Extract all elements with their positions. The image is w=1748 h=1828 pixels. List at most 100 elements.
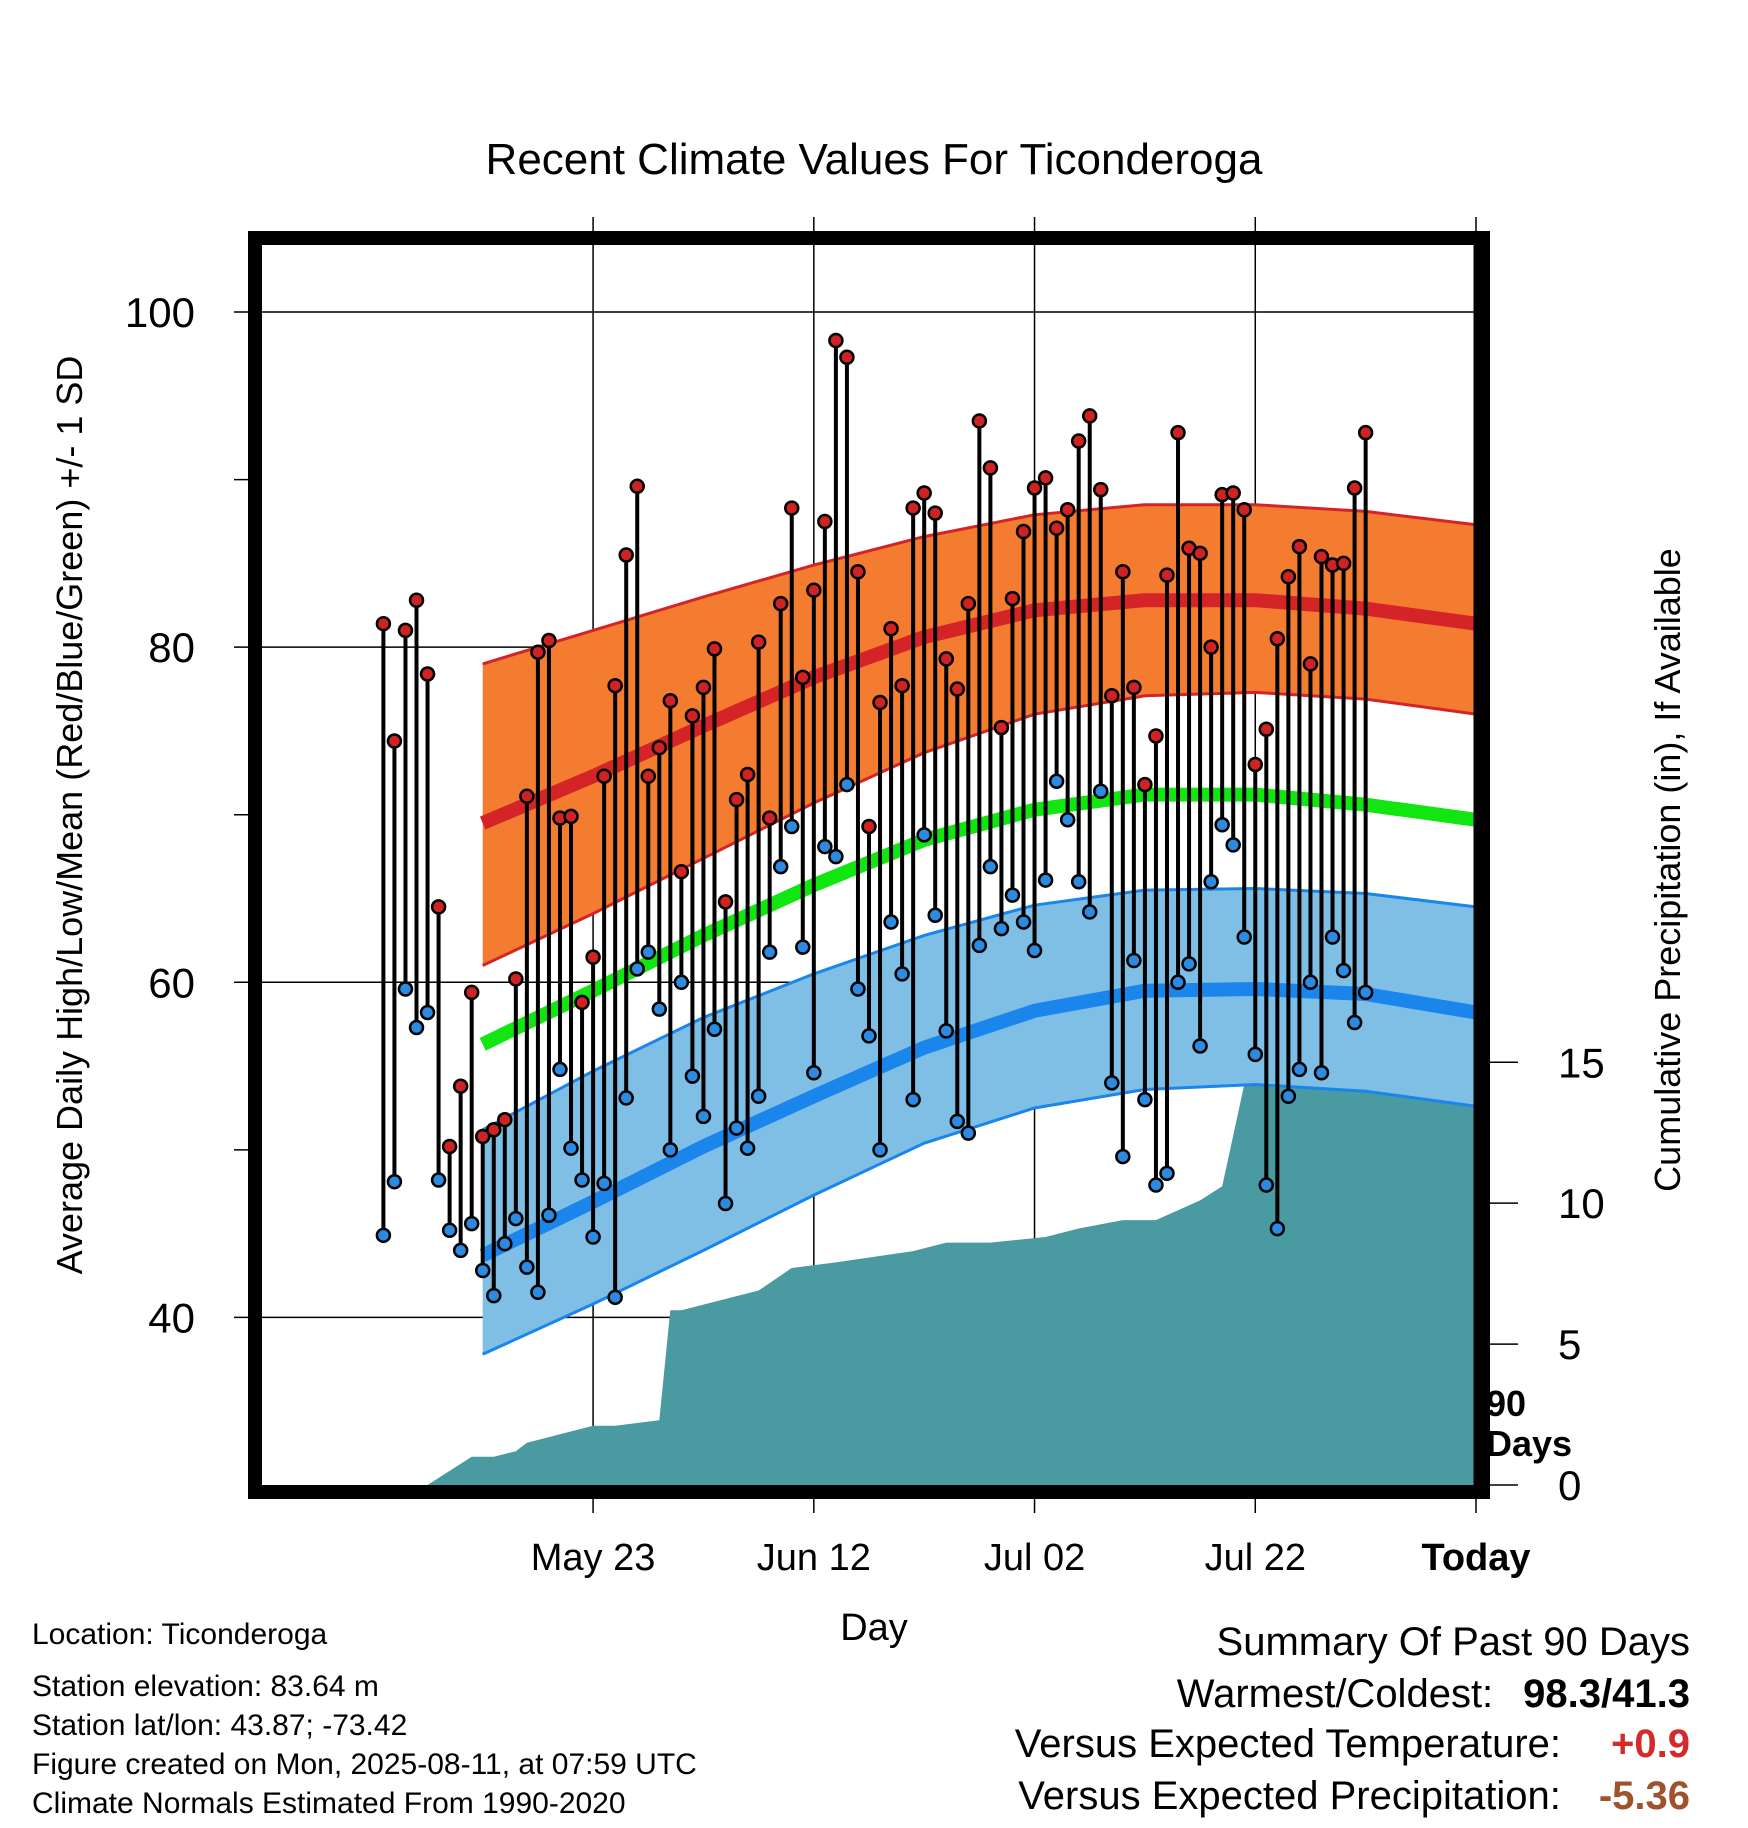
daily-high-point bbox=[1137, 776, 1153, 793]
x-axis-label: Day bbox=[840, 1607, 908, 1649]
daily-low-point bbox=[817, 838, 833, 855]
daily-high-point bbox=[828, 332, 844, 349]
daily-high-point bbox=[938, 651, 955, 667]
daily-low-point bbox=[397, 981, 414, 997]
warm-cold-value: 98.3/41.3 bbox=[1523, 1672, 1690, 1716]
x-axis: May 23 Jun 12 Jul 02 Jul 22 Today bbox=[531, 1537, 1531, 1579]
daily-high-point bbox=[905, 500, 921, 516]
daily-high-point bbox=[806, 582, 822, 598]
daily-high-point bbox=[795, 669, 811, 686]
daily-high-point bbox=[861, 818, 877, 835]
daily-low-point bbox=[640, 944, 657, 960]
daily-high-point bbox=[1335, 555, 1352, 572]
daily-high-point bbox=[739, 766, 756, 783]
location-text: Location: Ticonderoga bbox=[32, 1618, 328, 1651]
daily-high-point bbox=[1148, 728, 1164, 744]
daily-low-point bbox=[717, 1195, 734, 1212]
daily-high-point bbox=[508, 971, 524, 987]
daily-low-point bbox=[894, 966, 910, 982]
daily-low-point bbox=[541, 1207, 557, 1223]
daily-low-point bbox=[1081, 904, 1098, 920]
elevation-text: Station elevation: 83.64 m bbox=[32, 1670, 379, 1703]
daily-low-point bbox=[1258, 1177, 1275, 1193]
daily-low-point bbox=[806, 1065, 822, 1081]
daily-low-point bbox=[993, 920, 1010, 937]
daily-high-point bbox=[971, 413, 988, 429]
daily-high-point bbox=[452, 1078, 469, 1094]
daily-low-point bbox=[861, 1028, 877, 1044]
daily-low-point bbox=[795, 939, 811, 955]
daily-high-point bbox=[706, 641, 723, 657]
daily-low-point bbox=[982, 858, 999, 875]
daily-high-point bbox=[839, 349, 855, 366]
daily-low-point bbox=[1192, 1038, 1208, 1054]
daily-high-point bbox=[1059, 502, 1076, 518]
daily-high-point bbox=[772, 595, 789, 612]
daily-high-point bbox=[728, 791, 745, 808]
daily-low-point bbox=[1181, 956, 1197, 972]
daily-low-point bbox=[1269, 1220, 1286, 1237]
daily-high-point bbox=[1236, 502, 1252, 518]
daily-high-point bbox=[662, 693, 679, 709]
daily-low-point bbox=[1247, 1046, 1264, 1063]
daily-low-point bbox=[585, 1229, 601, 1245]
daily-high-point bbox=[574, 994, 590, 1011]
daily-low-point bbox=[739, 1140, 756, 1156]
daily-high-point bbox=[993, 719, 1010, 736]
precip-value: -5.36 bbox=[1598, 1774, 1690, 1818]
daily-high-point bbox=[1192, 545, 1208, 562]
daily-low-point bbox=[463, 1215, 480, 1232]
daily-high-point bbox=[982, 460, 999, 476]
daily-high-point bbox=[916, 485, 932, 501]
daily-low-point bbox=[375, 1227, 392, 1244]
daily-low-point bbox=[1115, 1148, 1131, 1165]
daily-high-point bbox=[486, 1122, 502, 1138]
x-tick-label: Jun 12 bbox=[757, 1537, 871, 1579]
daily-low-point bbox=[486, 1287, 502, 1304]
daily-low-point bbox=[1048, 773, 1065, 789]
daily-low-point bbox=[850, 981, 866, 997]
low-lower-edge bbox=[482, 1082, 1476, 1356]
daily-low-point bbox=[1004, 887, 1021, 903]
daily-high-point bbox=[1048, 520, 1065, 536]
daily-low-point bbox=[761, 944, 778, 960]
temp-label: Versus Expected Temperature: bbox=[1014, 1722, 1562, 1766]
daily-low-point bbox=[419, 1004, 436, 1021]
daily-high-point bbox=[960, 595, 977, 612]
daily-low-point bbox=[783, 818, 800, 835]
daily-high-point bbox=[1346, 480, 1363, 496]
daily-high-point bbox=[1115, 564, 1131, 580]
daily-low-point bbox=[772, 858, 789, 875]
daily-high-point bbox=[1037, 470, 1054, 486]
daily-high-point bbox=[850, 564, 866, 580]
daily-high-point bbox=[927, 505, 943, 521]
daily-low-point bbox=[607, 1289, 623, 1306]
daily-high-point bbox=[1004, 590, 1021, 607]
daily-high-point bbox=[430, 899, 447, 915]
latlon-text: Station lat/lon: 43.87; -73.42 bbox=[32, 1709, 408, 1742]
normals-text: Climate Normals Estimated From 1990-2020 bbox=[32, 1787, 626, 1820]
daily-low-point bbox=[938, 1023, 955, 1039]
daily-high-point bbox=[1280, 569, 1297, 585]
daily-high-point bbox=[474, 1128, 491, 1145]
daily-low-point bbox=[618, 1090, 634, 1106]
daily-high-point bbox=[463, 984, 480, 1001]
y-axis: 40 60 80 100 bbox=[125, 289, 262, 1341]
daily-high-point bbox=[1026, 480, 1043, 496]
daily-low-point bbox=[1170, 974, 1186, 991]
y2-tick-label: 0 bbox=[1558, 1462, 1581, 1509]
daily-high-point bbox=[717, 894, 734, 910]
daily-low-point bbox=[927, 907, 943, 924]
daily-low-point bbox=[1214, 817, 1230, 833]
daily-high-point bbox=[949, 681, 966, 697]
daily-low-point bbox=[1137, 1091, 1153, 1108]
daily-low-point bbox=[1104, 1075, 1120, 1091]
daily-high-point bbox=[1015, 523, 1032, 540]
daily-high-point bbox=[629, 478, 645, 495]
daily-low-point bbox=[1324, 929, 1341, 945]
today-label-line2: Days bbox=[1486, 1423, 1572, 1464]
summary-title: Summary Of Past 90 Days bbox=[1216, 1620, 1690, 1664]
daily-low-point bbox=[563, 1140, 579, 1156]
